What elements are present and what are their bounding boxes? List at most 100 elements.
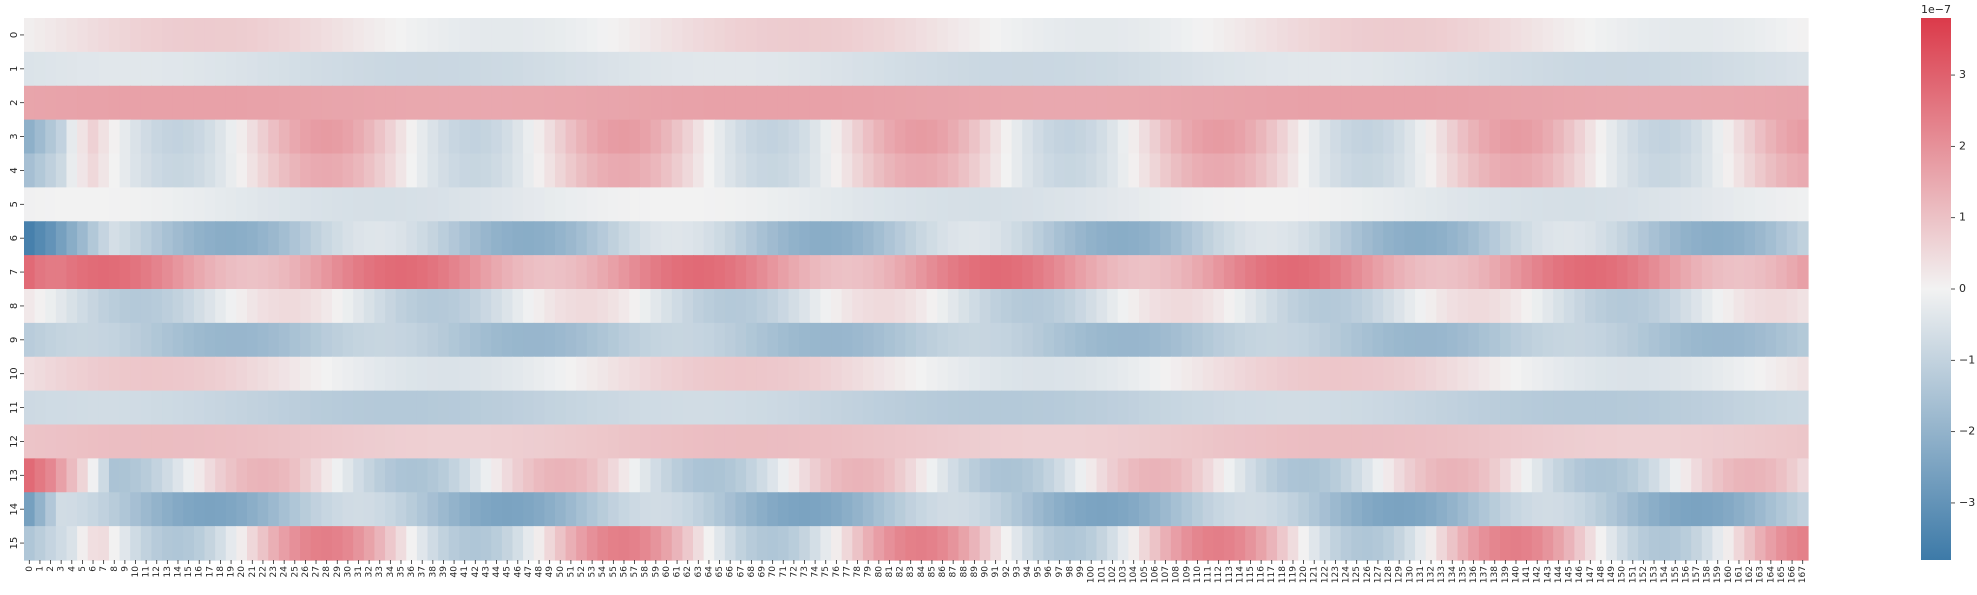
heatmap-cell — [608, 18, 620, 53]
heatmap-cell — [1542, 221, 1554, 256]
heatmap-cell — [310, 221, 322, 256]
heatmap-cell — [459, 322, 471, 358]
heatmap-cell — [958, 390, 970, 426]
heatmap-cell — [480, 390, 492, 426]
heatmap-cell — [937, 187, 949, 222]
heatmap-cell — [1330, 492, 1342, 527]
x-tick-label: 107 — [1161, 566, 1171, 583]
heatmap-cell — [331, 322, 344, 358]
heatmap-cell — [533, 255, 545, 290]
heatmap-cell — [438, 153, 450, 188]
heatmap-cell — [45, 153, 57, 188]
heatmap-cell — [714, 289, 726, 324]
heatmap-cell — [979, 18, 991, 53]
heatmap-cell — [1245, 51, 1257, 87]
heatmap-cell — [1489, 390, 1501, 426]
heatmap-cell — [523, 85, 535, 121]
heatmap-cell — [916, 85, 928, 121]
heatmap-cell — [746, 356, 758, 392]
heatmap-cell — [459, 51, 471, 87]
heatmap-cell — [1616, 424, 1629, 459]
heatmap-cell — [777, 289, 790, 324]
heatmap-cell — [937, 492, 949, 527]
heatmap-cell — [831, 424, 843, 459]
heatmap-cell — [140, 356, 153, 392]
heatmap-cell — [1606, 322, 1618, 358]
heatmap-cell — [416, 153, 429, 188]
heatmap-cell — [1669, 255, 1682, 290]
heatmap-cell — [1107, 85, 1119, 121]
heatmap-cell — [130, 221, 142, 256]
x-tick-label: 67 — [736, 566, 746, 577]
heatmap-cell — [1659, 18, 1671, 53]
heatmap-cell — [1765, 221, 1777, 256]
heatmap-cell — [554, 322, 567, 358]
heatmap-cell — [501, 187, 514, 222]
heatmap-cell — [1415, 119, 1427, 155]
heatmap-cell — [693, 356, 705, 392]
heatmap-cell — [236, 458, 248, 493]
heatmap-cell — [1574, 492, 1586, 527]
heatmap-cell — [108, 221, 121, 256]
heatmap-cell — [55, 153, 68, 188]
heatmap-cell — [1308, 119, 1321, 155]
heatmap-cell — [1085, 51, 1098, 87]
heatmap-cell — [427, 119, 439, 155]
heatmap-cell — [1457, 187, 1469, 222]
heatmap-cell — [639, 255, 652, 290]
heatmap-cell — [639, 18, 652, 53]
heatmap-cell — [204, 390, 216, 426]
heatmap-cell — [1054, 51, 1066, 87]
heatmap-cell — [1319, 153, 1331, 188]
heatmap-cell — [937, 322, 949, 358]
heatmap-cell — [1160, 322, 1172, 358]
heatmap-cell — [671, 526, 683, 561]
heatmap-cell — [1351, 458, 1363, 493]
heatmap-cell — [597, 255, 609, 290]
heatmap-cell — [1627, 356, 1639, 392]
heatmap-cell — [1744, 424, 1756, 459]
heatmap-cell — [1192, 390, 1204, 426]
heatmap-cell — [862, 85, 875, 121]
heatmap-cell — [1585, 356, 1597, 392]
heatmap-cell — [1277, 221, 1289, 256]
heatmap-cell — [1701, 18, 1714, 53]
heatmap-cell — [862, 119, 875, 155]
heatmap-cell — [353, 187, 365, 222]
heatmap-cell — [1553, 458, 1565, 493]
heatmap-cell — [34, 356, 46, 392]
x-tick-label: 23 — [269, 566, 279, 577]
heatmap-cell — [608, 85, 620, 121]
heatmap-cell — [427, 424, 439, 459]
heatmap-cell — [1000, 492, 1013, 527]
heatmap-cell — [1786, 187, 1798, 222]
heatmap-cell — [809, 255, 822, 290]
heatmap-cell — [1563, 153, 1575, 188]
heatmap-cell — [1489, 255, 1501, 290]
heatmap-cell — [1287, 221, 1299, 256]
heatmap-cell — [1128, 18, 1140, 53]
heatmap-cell — [385, 390, 397, 426]
heatmap-cell — [1744, 255, 1756, 290]
heatmap-cell — [1786, 119, 1798, 155]
heatmap-cell — [406, 390, 418, 426]
heatmap-cell — [1117, 255, 1129, 290]
heatmap-cell — [682, 51, 694, 87]
heatmap-cell — [385, 289, 397, 324]
heatmap-cell — [1032, 255, 1045, 290]
heatmap-cell — [1531, 322, 1544, 358]
heatmap-cell — [172, 221, 184, 256]
heatmap-cell — [756, 85, 768, 121]
heatmap-cell — [629, 356, 641, 392]
heatmap-cell — [1000, 255, 1013, 290]
heatmap-cell — [140, 289, 153, 324]
heatmap-cell — [448, 221, 460, 256]
heatmap-cell — [162, 119, 174, 155]
heatmap-cell — [1011, 390, 1023, 426]
heatmap-cell — [1139, 390, 1151, 426]
heatmap-cell — [321, 187, 333, 222]
heatmap-cell — [565, 85, 577, 121]
x-tick-label: 78 — [853, 566, 863, 578]
x-tick-label: 1 — [35, 566, 45, 572]
heatmap-cell — [45, 221, 57, 256]
